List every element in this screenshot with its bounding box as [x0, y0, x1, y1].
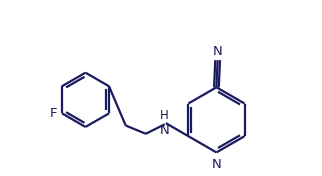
Text: N: N	[160, 124, 169, 137]
Text: N: N	[213, 45, 223, 58]
Text: H: H	[160, 109, 169, 122]
Text: F: F	[50, 107, 58, 120]
Text: N: N	[212, 158, 221, 171]
